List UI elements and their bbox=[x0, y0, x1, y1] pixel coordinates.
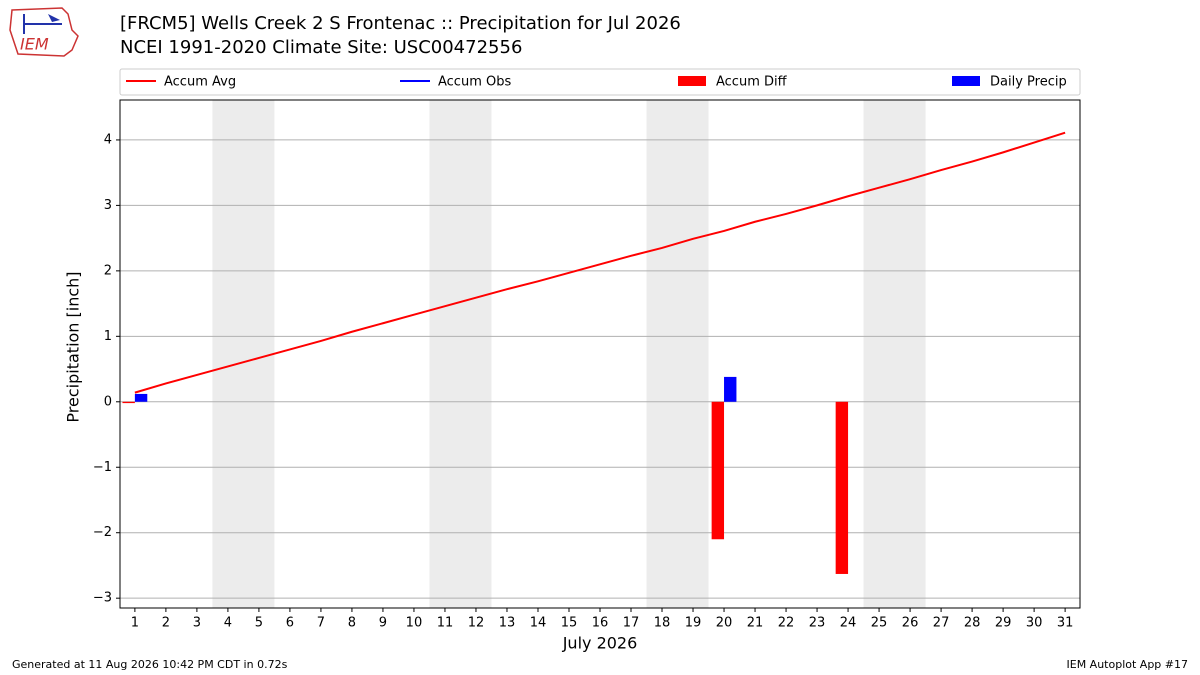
footer-left: Generated at 11 Aug 2026 10:42 PM CDT in… bbox=[12, 658, 288, 671]
y-tick-label: 1 bbox=[104, 329, 112, 344]
line bbox=[134, 131, 1066, 394]
y-tick-label: −1 bbox=[93, 460, 112, 475]
weekend-shade bbox=[646, 100, 709, 608]
x-tick-label: 30 bbox=[1026, 616, 1043, 631]
bar bbox=[724, 376, 737, 402]
legend-swatch bbox=[678, 76, 706, 86]
weekend-shade bbox=[429, 100, 492, 608]
legend-label: Accum Avg bbox=[164, 75, 236, 90]
x-tick-label: 16 bbox=[592, 616, 609, 631]
x-tick-label: 14 bbox=[530, 616, 547, 631]
x-tick-label: 3 bbox=[193, 616, 201, 631]
x-tick-label: 13 bbox=[499, 616, 516, 631]
x-tick-label: 23 bbox=[809, 616, 826, 631]
plot-frame bbox=[119, 99, 1081, 609]
x-tick-label: 9 bbox=[379, 616, 387, 631]
legend-label: Accum Obs bbox=[438, 75, 511, 90]
x-tick-label: 4 bbox=[224, 616, 232, 631]
legend-label: Accum Diff bbox=[716, 75, 788, 90]
y-tick-label: −2 bbox=[93, 525, 112, 540]
x-tick-label: 21 bbox=[747, 616, 764, 631]
x-tick-label: 1 bbox=[131, 616, 139, 631]
x-tick-label: 12 bbox=[468, 616, 485, 631]
x-tick-label: 11 bbox=[437, 616, 454, 631]
weekend-shade bbox=[863, 100, 926, 608]
x-tick-label: 7 bbox=[317, 616, 325, 631]
y-tick-label: 2 bbox=[104, 263, 112, 278]
y-tick-label: 3 bbox=[104, 198, 112, 213]
bar bbox=[122, 401, 135, 404]
x-tick-label: 6 bbox=[286, 616, 294, 631]
x-tick-label: 26 bbox=[902, 616, 919, 631]
x-tick-label: 29 bbox=[995, 616, 1012, 631]
bar bbox=[835, 401, 849, 574]
legend-label: Daily Precip bbox=[990, 75, 1067, 90]
legend-swatch bbox=[952, 76, 980, 86]
bar bbox=[711, 401, 725, 540]
y-tick-label: 0 bbox=[104, 394, 112, 409]
x-tick-label: 25 bbox=[871, 616, 888, 631]
legend bbox=[119, 68, 1081, 96]
bar bbox=[134, 393, 148, 402]
x-tick-label: 19 bbox=[685, 616, 702, 631]
chart-title: [FRCM5] Wells Creek 2 S Frontenac :: Pre… bbox=[120, 13, 681, 34]
chart-subtitle: NCEI 1991-2020 Climate Site: USC00472556 bbox=[120, 37, 522, 58]
weekend-shade bbox=[212, 100, 275, 608]
x-tick-label: 31 bbox=[1057, 616, 1074, 631]
x-tick-label: 22 bbox=[778, 616, 795, 631]
footer-right: IEM Autoplot App #17 bbox=[1067, 658, 1189, 671]
x-tick-label: 28 bbox=[964, 616, 981, 631]
x-tick-label: 18 bbox=[654, 616, 671, 631]
x-tick-label: 24 bbox=[840, 616, 857, 631]
x-tick-label: 20 bbox=[716, 616, 733, 631]
y-tick-label: 4 bbox=[104, 132, 112, 147]
x-tick-label: 27 bbox=[933, 616, 950, 631]
x-tick-label: 15 bbox=[561, 616, 578, 631]
y-tick-label: −3 bbox=[93, 591, 112, 606]
logo: IEM bbox=[9, 7, 79, 57]
y-axis-label: Precipitation [inch] bbox=[64, 271, 83, 422]
x-tick-label: 17 bbox=[623, 616, 640, 631]
logo-text: IEM bbox=[20, 35, 49, 54]
x-axis-label: July 2026 bbox=[562, 634, 638, 653]
x-tick-label: 8 bbox=[348, 616, 356, 631]
x-tick-label: 10 bbox=[406, 616, 423, 631]
x-tick-label: 2 bbox=[162, 616, 170, 631]
x-tick-label: 5 bbox=[255, 616, 263, 631]
